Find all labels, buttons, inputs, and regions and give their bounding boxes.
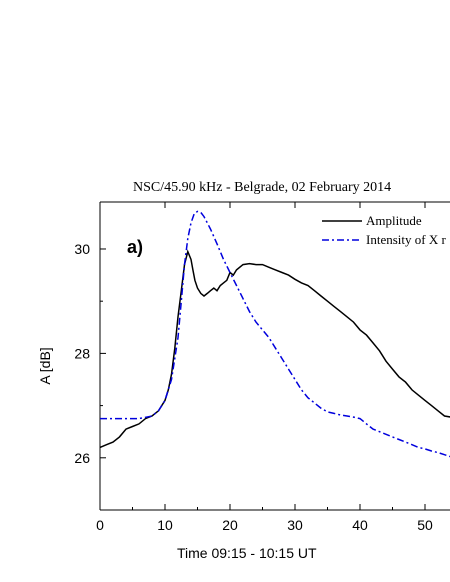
y-tick-label-28: 28: [74, 345, 90, 361]
x-tick-label-20: 20: [222, 517, 238, 533]
y-axis-label: A [dB]: [37, 347, 53, 384]
series-line-amplitude: [99, 249, 450, 449]
y-tick-label-26: 26: [74, 450, 90, 466]
x-tick-label-40: 40: [352, 517, 368, 533]
x-axis-label: Time 09:15 - 10:15 UT: [177, 545, 317, 561]
chart-title: NSC/45.90 kHz - Belgrade, 02 February 20…: [133, 180, 391, 195]
legend: Amplitude Intensity of X r: [322, 213, 446, 247]
x-tick-label-50: 50: [417, 517, 433, 533]
series-line-xray-intensity: [100, 210, 450, 458]
legend-label-xray: Intensity of X r: [366, 232, 446, 247]
x-tick-label-0: 0: [96, 517, 104, 533]
x-tick-label-30: 30: [287, 517, 303, 533]
y-tick-label-30: 30: [74, 241, 90, 257]
axis-ticks: 0 10 20 30 40 50 26 28 30: [74, 202, 433, 533]
plot-area: [99, 210, 450, 458]
x-tick-label-10: 10: [157, 517, 173, 533]
panel-label: a): [127, 237, 143, 257]
legend-label-amplitude: Amplitude: [366, 213, 422, 228]
